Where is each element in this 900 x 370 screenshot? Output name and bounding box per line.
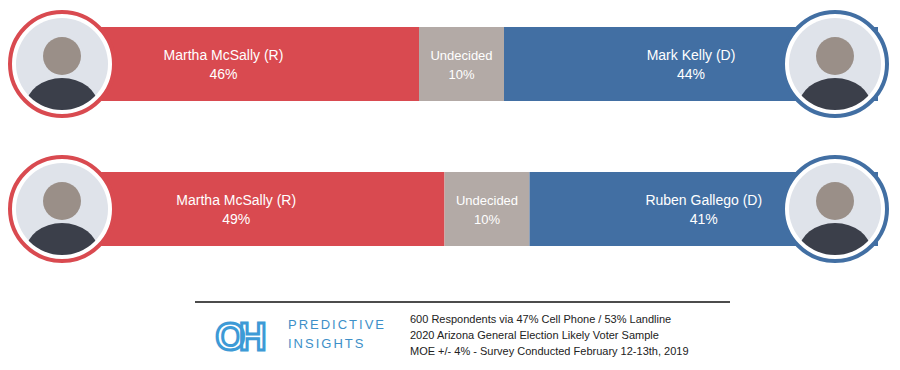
label-group: Martha McSally (R) 46% Undecided 10% Mark Ke… <box>164 47 736 82</box>
data-label: 10% <box>448 67 474 82</box>
label-group: Martha McSally (R) 49% Undecided 10% Ruben G… <box>176 192 762 227</box>
bar-group <box>28 27 878 101</box>
segment-name: Martha McSally (R) <box>164 47 284 63</box>
portrait-shoulders <box>799 223 871 279</box>
portrait <box>789 18 881 134</box>
portrait-head <box>43 182 81 220</box>
chart-canvas: Martha McSally (R) 46% Undecided 10% Mark Ke… <box>0 0 900 370</box>
footer-rule <box>195 301 730 303</box>
logo-text: PREDICTIVE <box>288 317 386 332</box>
portrait-shoulders <box>26 78 98 134</box>
logo-text: INSIGHTS <box>288 336 365 351</box>
portrait-shoulders <box>799 78 871 134</box>
portrait-head <box>43 37 81 75</box>
portrait-shoulders <box>26 223 98 279</box>
footer-note: 600 Respondents via 47% Cell Phone / 53%… <box>410 313 671 325</box>
segment-name: Undecided <box>456 193 518 208</box>
portrait <box>16 18 108 134</box>
footer-note: 2020 Arizona General Election Likely Vot… <box>410 329 659 341</box>
segment-name: Ruben Gallego (D) <box>645 192 762 208</box>
logo-mark: OH <box>216 316 265 358</box>
footer-note: MOE +/- 4% - Survey Conducted February 1… <box>410 345 689 357</box>
segment-name: Mark Kelly (D) <box>647 47 736 63</box>
data-label: 10% <box>474 212 500 227</box>
portrait-head <box>816 182 854 220</box>
bar-group <box>28 172 878 246</box>
data-label: 49% <box>222 211 250 227</box>
portrait <box>789 163 881 279</box>
data-label: 46% <box>209 66 237 82</box>
segment-name: Undecided <box>430 48 492 63</box>
bar-segment <box>419 27 504 101</box>
portrait <box>16 163 108 279</box>
data-label: 44% <box>677 66 705 82</box>
segment-name: Martha McSally (R) <box>176 192 296 208</box>
portrait-head <box>816 37 854 75</box>
bar-segment <box>445 172 530 246</box>
data-label: 41% <box>690 211 718 227</box>
